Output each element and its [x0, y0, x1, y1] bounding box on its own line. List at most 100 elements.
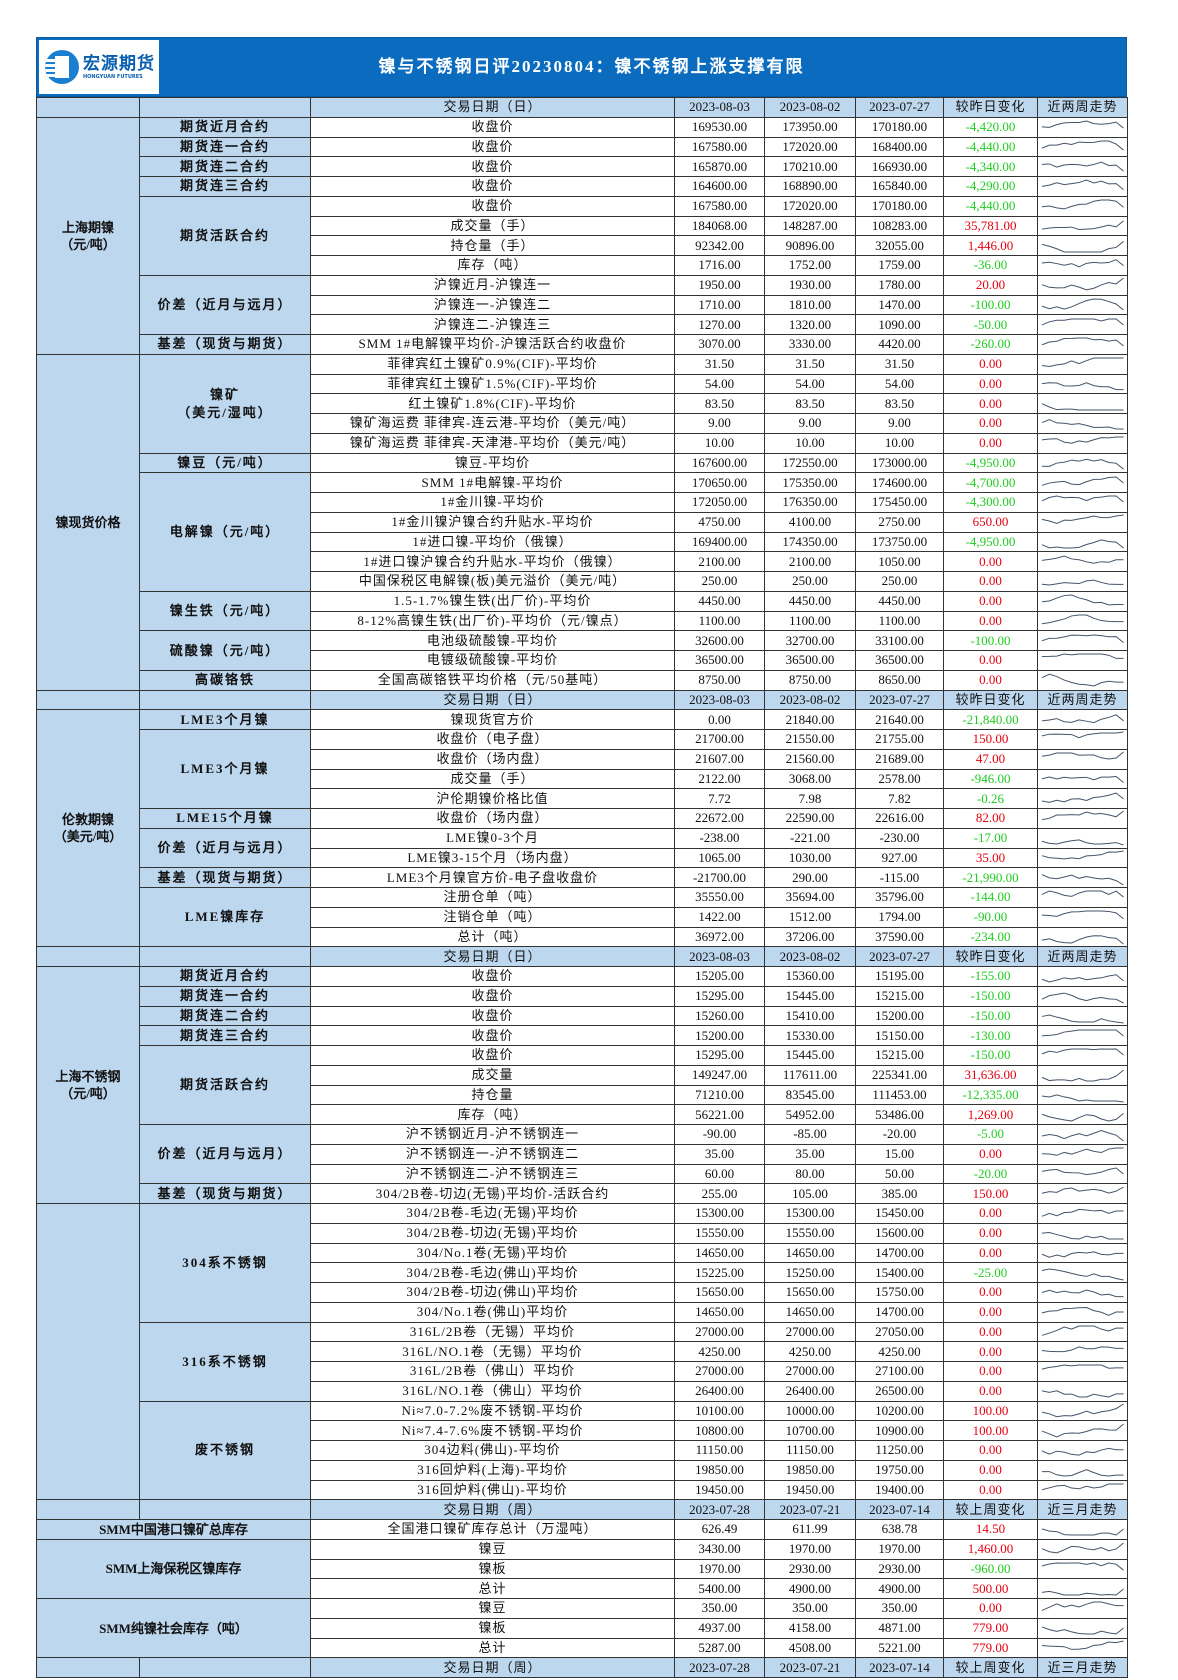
item-label: 304/2B卷-切边(无锡)平均价 [310, 1222, 675, 1244]
change-cell: 0.00 [943, 1143, 1038, 1165]
sparkline-trend [1037, 1479, 1128, 1501]
change-cell: 0.00 [943, 353, 1038, 375]
table-row: 沪不锈钢连一-沪不锈钢连二 35.00 35.00 15.00 0.00 [37, 1143, 1128, 1165]
item-label: 镍矿海运费 菲律宾-天津港-平均价（美元/吨） [310, 432, 675, 454]
sparkline-trend [1037, 1301, 1128, 1323]
change-cell: -100.00 [943, 294, 1038, 316]
table-row: 316回炉料(上海)-平均价 19850.00 19850.00 19750.00 0.… [37, 1459, 1128, 1481]
item-label: 电池级硫酸镍-平均价 [310, 630, 675, 651]
value-cell: 2930.00 [764, 1558, 856, 1580]
sparkline-line [1041, 1289, 1124, 1298]
item-label: 镍豆-平均价 [310, 452, 675, 474]
logo-icon [45, 50, 79, 84]
value-cell: 83.50 [855, 393, 944, 414]
sparkline-line [1041, 179, 1124, 191]
item-label: 收盘价 [310, 195, 675, 217]
sparkline-trend [1037, 847, 1128, 869]
table-row: 总计（吨） 36972.00 37206.00 37590.00 -234.00 [37, 926, 1128, 948]
sparkline-line [1041, 1014, 1124, 1024]
value-cell: 0.00 [674, 709, 765, 730]
item-label: 持仓量 [310, 1084, 675, 1106]
value-cell: 1100.00 [764, 610, 856, 632]
date-header: 2023-07-27 [855, 946, 944, 967]
sparkline-line [1041, 1469, 1124, 1477]
sparkline-trend [1037, 156, 1128, 177]
table-row: 电镀级硫酸镍-平均价 36500.00 36500.00 36500.00 0.00 [37, 650, 1128, 671]
sparkline-line [1041, 1251, 1124, 1258]
sparkline-line [1041, 1448, 1124, 1457]
value-cell: 1716.00 [674, 255, 765, 276]
item-label: 收盘价 [310, 1005, 675, 1027]
item-label: 316回炉料(佛山)-平均价 [310, 1479, 675, 1501]
value-cell: -85.00 [764, 1124, 856, 1145]
date-header: 2023-08-03 [674, 946, 765, 967]
category-label: SMM上海保税区镍库存 [36, 1538, 311, 1600]
change-header: 较昨日变化 [943, 97, 1038, 118]
value-cell: 4100.00 [764, 511, 856, 533]
table-row: LME15个月镍 收盘价（场内盘） 22672.00 22590.00 22616.00… [37, 808, 1128, 829]
item-label: 镍豆 [310, 1598, 675, 1619]
sparkline-trend [1037, 1617, 1128, 1639]
sparkline-line [1041, 419, 1124, 430]
table-row: 上海不锈钢 （元/吨） 期货近月合约 收盘价 15205.00 15360.00 1519… [36, 966, 1128, 1204]
sparkline-line [1041, 713, 1124, 723]
value-cell: 1810.00 [764, 294, 856, 316]
table-row: 成交量（手） 2122.00 3068.00 2578.00 -946.00 [37, 768, 1128, 790]
sparkline-line [1041, 594, 1124, 606]
change-cell: -150.00 [943, 985, 1038, 1007]
sparkline-line [1041, 357, 1124, 368]
value-cell: 14700.00 [855, 1301, 944, 1323]
table-row: 硫酸镍（元/吨） 电池级硫酸镍-平均价 32600.00 32700.00 33100.… [37, 630, 1128, 671]
group-label: 电解镍（元/吨） [139, 472, 311, 592]
value-cell: 385.00 [855, 1183, 944, 1204]
sparkline-trend [1037, 729, 1128, 750]
item-label: 收盘价 [310, 176, 675, 197]
value-cell: 11150.00 [674, 1440, 765, 1461]
group-label: 废不锈钢 [139, 1400, 311, 1501]
table-row: 镍矿海运费 菲律宾-连云港-平均价（美元/吨） 9.00 9.00 9.00 0.00 [37, 413, 1128, 434]
value-cell: 1759.00 [855, 255, 944, 276]
value-cell: 4937.00 [674, 1617, 765, 1639]
value-cell: 3330.00 [764, 334, 856, 355]
sparkline-trend [1037, 1203, 1128, 1224]
value-cell: 4450.00 [674, 590, 765, 612]
sparkline-trend [1037, 966, 1128, 987]
group-label: 304系不锈钢 [139, 1203, 311, 1323]
item-label: 总计 [310, 1578, 675, 1599]
value-cell: 27000.00 [674, 1361, 765, 1382]
table-row: 期货连一合约 收盘价 167580.00 172020.00 168400.00 -4,4… [37, 136, 1128, 158]
value-cell: 169530.00 [674, 116, 765, 138]
value-cell: 33100.00 [855, 630, 944, 651]
value-cell: 31.50 [674, 353, 765, 375]
sparkline-line [1041, 850, 1124, 860]
sparkline-line [1041, 1483, 1124, 1491]
table-row: 期货连三合约 收盘价 15200.00 15330.00 15150.00 -130.00 [37, 1025, 1128, 1046]
sparkline-trend [1037, 709, 1128, 730]
header-blank [139, 1499, 311, 1520]
change-cell: -4,440.00 [943, 195, 1038, 217]
sparkline-trend [1037, 551, 1128, 572]
logo-name-cn: 宏源期货 [83, 54, 155, 74]
sparkline-line [1041, 1130, 1124, 1142]
value-cell: 4250.00 [674, 1341, 765, 1362]
change-cell: 47.00 [943, 748, 1038, 770]
value-cell: 54952.00 [764, 1104, 856, 1125]
table-row: 镍板 4937.00 4158.00 4871.00 779.00 [37, 1617, 1128, 1639]
sparkline-line [1041, 1029, 1124, 1037]
change-cell: 0.00 [943, 1321, 1038, 1343]
sparkline-trend [1037, 1538, 1128, 1560]
group-label: 价差（近月与远月） [139, 274, 311, 336]
change-cell: 0.00 [943, 1282, 1038, 1303]
value-cell: 10700.00 [764, 1420, 856, 1441]
category-label: SMM中国港口镍矿总库存 [36, 1519, 311, 1540]
value-cell: 174350.00 [764, 531, 856, 553]
value-cell: 36972.00 [674, 926, 765, 948]
table-row: 期货活跃合约 收盘价 167580.00 172020.00 170180.00 -4,4… [37, 195, 1128, 276]
change-cell: -21,840.00 [943, 709, 1038, 730]
sparkline-line [1041, 476, 1124, 486]
item-label: LME镍0-3个月 [310, 827, 675, 849]
sparkline-line [1041, 634, 1124, 643]
value-cell: 8650.00 [855, 669, 944, 691]
value-cell: 168890.00 [764, 176, 856, 197]
item-label: 红土镍矿1.8%(CIF)-平均价 [310, 393, 675, 414]
